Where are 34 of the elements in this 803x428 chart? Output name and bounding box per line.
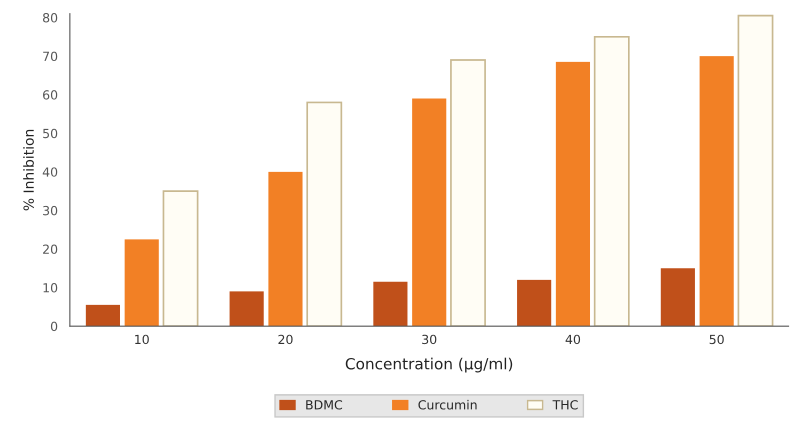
legend-label: BDMC — [306, 400, 342, 410]
y-tick-label: 10 — [44, 283, 58, 292]
x-tick-label: 20 — [278, 334, 293, 344]
bar — [124, 239, 159, 326]
legend-label: THC — [552, 400, 578, 410]
bar — [230, 291, 264, 326]
bar — [86, 304, 120, 326]
bar — [660, 268, 695, 326]
y-tick-label: 70 — [43, 52, 58, 62]
bar — [700, 56, 734, 326]
bar — [162, 190, 198, 326]
y-axis-title: % Inhibition — [23, 130, 34, 210]
y-tick-label: 40 — [42, 167, 58, 177]
bar — [517, 280, 552, 326]
y-tick-label: 60 — [43, 90, 58, 100]
bar — [556, 62, 590, 326]
bar — [268, 172, 303, 326]
x-tick-label: 30 — [422, 334, 436, 344]
legend-label: Curcumin — [418, 400, 477, 410]
bar — [738, 14, 774, 326]
x-tick-label: 40 — [566, 334, 580, 344]
x-tick-label: 50 — [710, 334, 724, 344]
bar — [373, 282, 408, 326]
bar — [594, 36, 630, 326]
x-tick-label: 10 — [135, 334, 149, 344]
y-tick-label: 20 — [43, 244, 58, 254]
bar — [450, 59, 486, 326]
y-tick-label: 0 — [50, 322, 58, 332]
bar — [306, 102, 342, 326]
bar — [412, 98, 446, 326]
y-tick-label: 80 — [42, 13, 58, 22]
y-tick-label: 50 — [43, 128, 58, 138]
y-tick-label: 30 — [43, 206, 58, 216]
x-axis-title: Concentration (µg/ml) — [346, 358, 512, 372]
